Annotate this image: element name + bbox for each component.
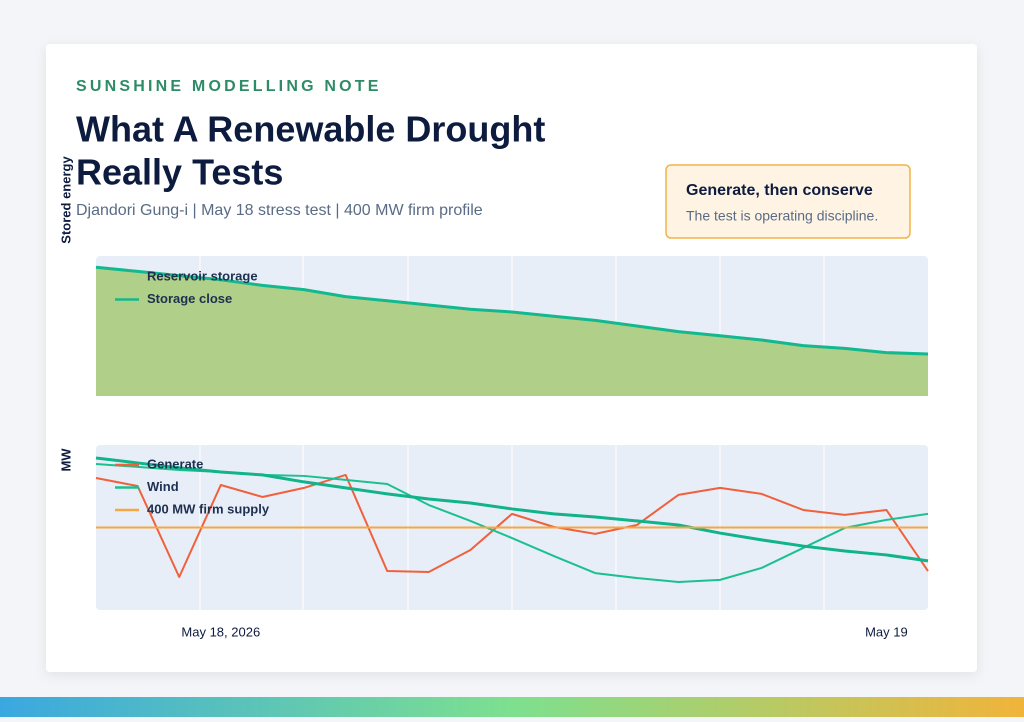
title: Really Tests <box>76 152 283 193</box>
y-axis-title: Stored energy <box>58 156 73 244</box>
area <box>96 267 928 396</box>
legend-label: Wind <box>147 479 179 494</box>
legend-label: Storage close <box>147 291 232 306</box>
line <box>95 473 929 578</box>
callout-title: Generate, then conserve <box>686 182 873 199</box>
callout <box>665 164 911 239</box>
legend-label: Reservoir storage <box>147 268 258 283</box>
y-axis-title: MW <box>58 448 73 472</box>
footer-bar <box>0 697 1024 717</box>
x-tick-label: May 19 <box>865 624 908 639</box>
legend-label: Generate <box>147 456 203 471</box>
eyebrow: SUNSHINE MODELLING NOTE <box>76 78 382 95</box>
line <box>95 265 929 356</box>
callout-text: The test is operating discipline. <box>686 208 878 224</box>
subtitle: Djandori Gung-i | May 18 stress test | 4… <box>76 202 483 219</box>
title: What A Renewable Drought <box>76 109 545 150</box>
line <box>95 456 929 563</box>
x-tick-label: May 18, 2026 <box>181 624 260 639</box>
legend-label: 400 MW firm supply <box>147 501 270 516</box>
charts: Stored energy Reservoir storage Storage cl… <box>58 156 929 639</box>
